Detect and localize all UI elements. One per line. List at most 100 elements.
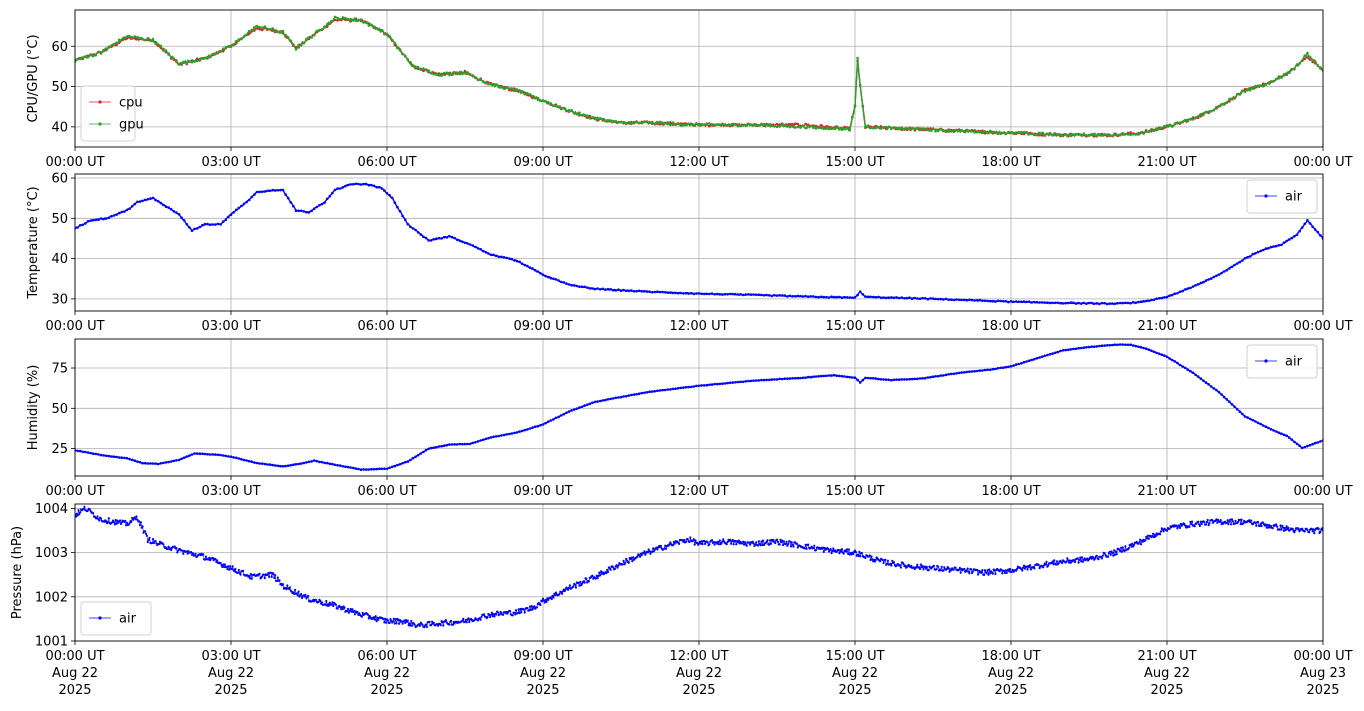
- data-point-air: [544, 274, 547, 278]
- data-point-gpu: [1113, 133, 1117, 137]
- data-point-air: [580, 582, 584, 586]
- data-point-air: [924, 565, 927, 568]
- data-point-air: [1056, 350, 1060, 354]
- data-point-air: [1011, 568, 1014, 571]
- data-point-air: [684, 540, 688, 543]
- data-point-air: [97, 453, 100, 456]
- data-point-air: [739, 380, 742, 384]
- x-tick-label: 03:00 UT: [201, 155, 260, 170]
- data-point-gpu: [510, 87, 514, 90]
- data-point-air: [786, 544, 789, 547]
- data-point-gpu: [864, 125, 867, 129]
- data-point-air: [580, 405, 584, 409]
- data-point-air: [877, 377, 880, 381]
- data-point-air: [430, 624, 433, 627]
- data-point-air: [1260, 524, 1263, 528]
- x-tick-label: 18:00 UT: [981, 484, 1040, 499]
- data-point-air: [91, 452, 95, 456]
- data-point-air: [1100, 344, 1104, 348]
- data-point-air: [455, 443, 459, 446]
- data-point-air: [621, 563, 624, 566]
- data-point-air: [925, 565, 929, 569]
- data-point-gpu: [182, 61, 186, 64]
- data-point-air: [766, 539, 769, 542]
- data-point-air: [986, 299, 989, 303]
- data-point-air: [1303, 530, 1306, 533]
- data-point-air: [1250, 519, 1253, 522]
- legend-swatch-marker: [1264, 194, 1268, 198]
- data-point-gpu: [674, 123, 677, 126]
- data-point-air: [803, 547, 806, 550]
- data-point-air: [915, 565, 918, 569]
- data-point-air: [913, 377, 917, 381]
- data-point-gpu: [81, 56, 85, 59]
- data-point-cpu: [708, 124, 711, 128]
- data-point-air: [1109, 553, 1112, 556]
- data-point-air: [1130, 545, 1133, 548]
- data-point-air: [397, 618, 400, 622]
- data-point-air: [1025, 360, 1028, 363]
- data-point-air: [158, 542, 161, 546]
- data-point-gpu: [1144, 130, 1148, 134]
- data-point-air: [676, 291, 680, 295]
- data-point-gpu: [123, 36, 126, 39]
- data-point-air: [1152, 350, 1156, 354]
- data-point-air: [692, 292, 696, 296]
- data-point-air: [543, 601, 546, 604]
- data-point-gpu: [471, 75, 475, 78]
- data-point-air: [349, 183, 352, 186]
- data-point-air: [1111, 551, 1114, 554]
- data-point-gpu: [1254, 84, 1257, 88]
- data-point-air: [185, 550, 188, 553]
- data-point-air: [848, 375, 852, 379]
- legend-box: [1246, 344, 1318, 379]
- data-point-air: [736, 380, 740, 384]
- data-point-air: [635, 289, 638, 293]
- data-point-air: [617, 288, 620, 292]
- data-point-air: [148, 536, 151, 540]
- data-point-air: [339, 606, 342, 609]
- data-point-gpu: [1285, 72, 1288, 75]
- data-point-gpu: [234, 39, 238, 43]
- plot-area: [75, 15, 1323, 138]
- data-point-air: [377, 618, 380, 621]
- data-point-gpu: [1274, 77, 1278, 81]
- data-point-gpu: [1196, 115, 1200, 118]
- data-point-air: [845, 375, 849, 379]
- data-point-air: [652, 547, 655, 550]
- data-point-air: [669, 541, 672, 544]
- data-point-gpu: [934, 129, 937, 133]
- data-point-air: [554, 278, 558, 281]
- data-point-air: [1209, 385, 1213, 388]
- data-point-air: [526, 606, 529, 610]
- data-point-air: [1085, 346, 1088, 349]
- data-point-air: [493, 615, 496, 618]
- data-point-air: [1038, 567, 1041, 570]
- data-point-air: [1004, 300, 1008, 303]
- data-point-air: [115, 522, 118, 525]
- data-point-cpu: [1150, 130, 1153, 133]
- data-point-air: [211, 453, 215, 456]
- data-point-air: [1144, 347, 1148, 351]
- data-point-air: [467, 617, 470, 620]
- data-point-air: [692, 385, 696, 388]
- data-point-gpu: [440, 74, 443, 77]
- data-point-air: [1025, 565, 1028, 568]
- data-point-air: [666, 388, 670, 391]
- data-point-air: [520, 429, 524, 433]
- legend: air: [1246, 179, 1318, 214]
- data-point-air: [1298, 230, 1301, 233]
- data-point-air: [1205, 521, 1208, 524]
- data-point-air: [916, 297, 919, 300]
- data-point-air: [588, 287, 592, 290]
- data-point-air: [650, 291, 654, 294]
- data-point-air: [947, 298, 950, 302]
- data-point-air: [541, 273, 545, 277]
- data-point-air: [1134, 301, 1138, 305]
- data-point-air: [838, 552, 841, 555]
- data-point-air: [554, 594, 557, 597]
- data-point-gpu: [871, 127, 875, 130]
- data-point-air: [1272, 429, 1275, 432]
- data-point-cpu: [258, 28, 261, 31]
